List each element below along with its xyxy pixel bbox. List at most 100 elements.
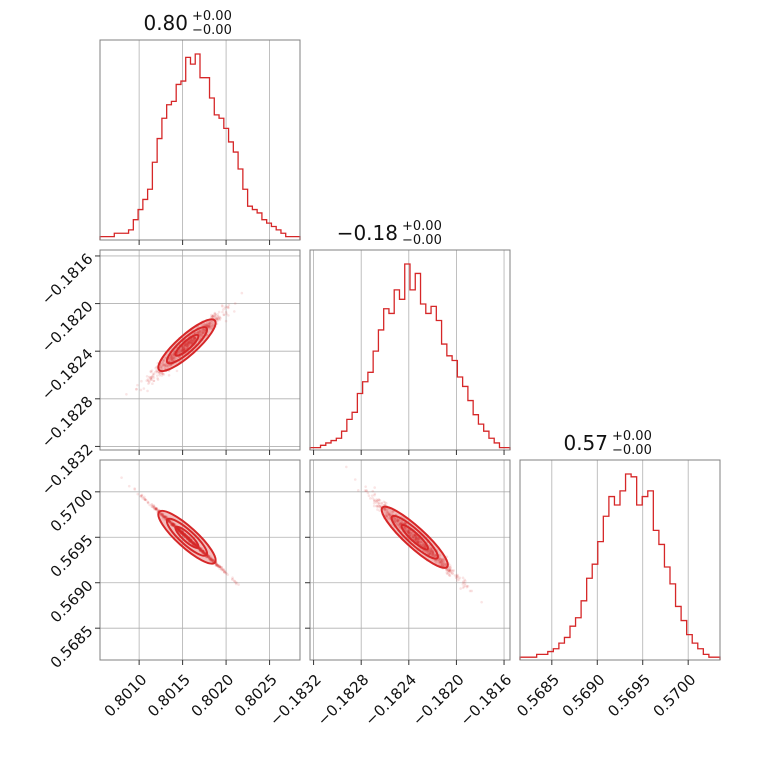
sample-point [187, 340, 190, 344]
sample-point [189, 539, 192, 542]
sample-point [172, 357, 176, 360]
sample-point [168, 520, 171, 523]
sample-point [210, 322, 214, 326]
sample-point [135, 387, 138, 391]
sample-point [200, 551, 204, 554]
sample-point [201, 549, 205, 553]
sample-point [190, 341, 194, 345]
sample-point [219, 567, 223, 570]
sample-point [170, 354, 174, 358]
sample-point [201, 328, 205, 332]
sample-point [196, 331, 200, 334]
sample-point [181, 531, 184, 534]
sample-point [148, 379, 151, 383]
sample-point [155, 508, 159, 512]
sample-point [189, 539, 192, 543]
sample-point [211, 324, 214, 327]
sample-point [183, 533, 187, 536]
sample-point [163, 515, 167, 518]
sample-point [172, 352, 175, 356]
sample-point [187, 536, 191, 540]
sample-point [202, 552, 206, 555]
sample-point [180, 346, 184, 350]
sample-point [190, 539, 193, 542]
sample-point [216, 563, 219, 567]
x-tick-label: 0.5685 [513, 671, 563, 721]
sample-point [211, 324, 214, 328]
sample-point [187, 537, 191, 541]
sample-point [151, 372, 155, 376]
sample-point [154, 507, 158, 511]
sample-point [210, 558, 214, 562]
sample-point [188, 538, 191, 541]
sample-point [172, 523, 176, 526]
sample-point [459, 587, 462, 590]
sample-point [191, 543, 195, 546]
sample-point [196, 331, 199, 335]
sample-point [371, 489, 375, 493]
sample-point [203, 551, 207, 555]
sample-point [183, 534, 186, 537]
sample-point [190, 338, 194, 342]
sample-point [180, 530, 183, 534]
sample-point [193, 543, 197, 547]
sample-point [414, 539, 418, 543]
sample-point [177, 529, 180, 532]
sample-point [188, 341, 192, 345]
sample-point [232, 579, 236, 583]
sample-point [209, 319, 213, 323]
sample-point [161, 372, 164, 376]
sample-point [180, 532, 184, 535]
sample-point [154, 506, 157, 510]
sample-point [177, 528, 181, 532]
sample-point [163, 364, 167, 368]
sample-point [177, 529, 181, 533]
sample-point [201, 330, 204, 334]
sample-point [177, 528, 181, 531]
sample-point [180, 530, 183, 534]
sample-point [189, 338, 193, 342]
density-contour [174, 525, 200, 549]
sample-point [210, 559, 214, 563]
sample-point [227, 314, 230, 317]
sample-point [191, 542, 195, 546]
sample-point [170, 358, 173, 361]
sample-point [193, 542, 197, 546]
sample-point [410, 535, 414, 538]
sample-point [189, 342, 193, 345]
sample-point [417, 541, 421, 545]
sample-point [190, 338, 194, 342]
sample-point [181, 532, 184, 536]
sample-point [162, 514, 165, 518]
x-tick-label: −0.1828 [314, 671, 373, 730]
sample-point [139, 388, 143, 392]
sample-point [191, 541, 194, 544]
sample-point [160, 514, 164, 518]
sample-point [188, 538, 192, 542]
sample-point [165, 515, 168, 518]
sample-point [190, 540, 193, 544]
sample-point [201, 332, 205, 336]
sample-point [188, 539, 191, 542]
sample-point [134, 388, 138, 391]
sample-point [177, 350, 180, 353]
sample-point [183, 534, 187, 538]
sample-point [173, 355, 177, 359]
sample-point [186, 537, 189, 540]
sample-point [199, 549, 203, 553]
sample-point [480, 600, 483, 604]
sample-point [194, 544, 198, 547]
sample-point [180, 532, 184, 535]
sample-point [177, 527, 180, 531]
sample-point [216, 564, 220, 567]
sample-point [162, 373, 166, 376]
sample-point [187, 340, 190, 343]
sample-point [468, 589, 472, 593]
sample-point [133, 488, 137, 491]
sample-point [201, 331, 204, 335]
sample-point [171, 521, 174, 525]
sample-point [171, 523, 175, 526]
sample-point [220, 565, 224, 569]
sample-point [224, 571, 228, 575]
sample-point [180, 531, 183, 535]
